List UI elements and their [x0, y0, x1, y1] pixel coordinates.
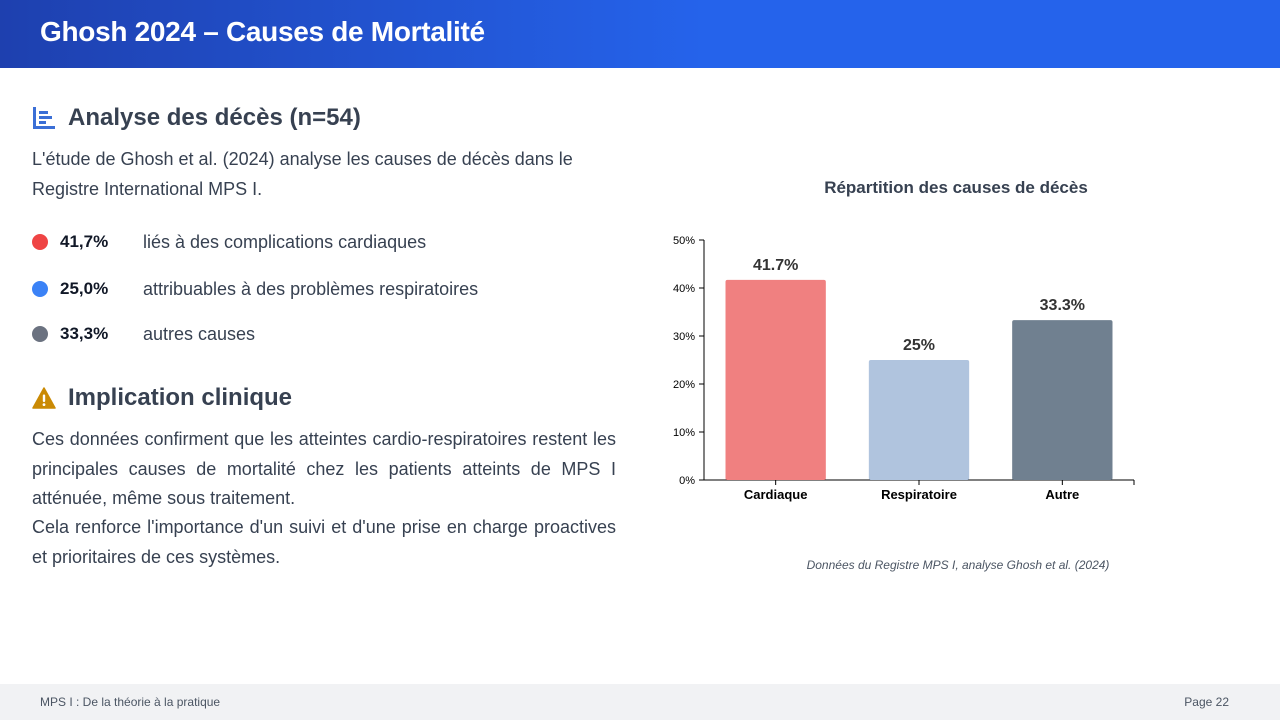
stat-label: liés à des complications cardiaques — [143, 231, 427, 252]
implication-paragraph: Cela renforce l'importance d'un suivi et… — [32, 517, 616, 567]
x-tick-label: Respiratoire — [881, 487, 957, 502]
x-tick-label: Autre — [1045, 487, 1079, 502]
bar-data-label: 33.3% — [1040, 297, 1085, 314]
y-tick-label: 0% — [679, 475, 695, 487]
footer-bar: MPS I : De la théorie à la pratique Page… — [0, 684, 1280, 720]
stat-item: 25,0% attribuables à des problèmes respi… — [32, 277, 478, 301]
stat-dot-blue — [32, 281, 48, 297]
implication-heading: Implication clinique — [32, 384, 292, 412]
implication-paragraph: Ces données confirment que les atteintes… — [32, 429, 616, 508]
y-tick-label: 30% — [673, 331, 695, 343]
stat-percent: 25,0% — [60, 279, 109, 298]
death-causes-bar-chart: 0% 10% 20% 30% 40% 50% 41.7% Cardiaque 25% Respir… — [673, 235, 1135, 502]
bar-cardiaque — [725, 279, 826, 480]
page-number: Page 22 — [1184, 695, 1229, 709]
analysis-intro: L'étude de Ghosh et al. (2024) analyse l… — [32, 149, 573, 199]
warning-icon — [32, 386, 56, 410]
bar-data-label: 41.7% — [753, 257, 798, 274]
stat-percent: 33,3% — [60, 324, 109, 343]
y-tick-label: 50% — [673, 235, 695, 247]
stat-label: autres causes — [143, 323, 256, 344]
chart-title: Répartition des causes de décès — [824, 178, 1088, 197]
stat-percent: 41,7% — [60, 232, 109, 251]
x-tick-label: Cardiaque — [744, 487, 808, 502]
y-tick-label: 10% — [673, 427, 695, 439]
stat-dot-red — [32, 234, 48, 250]
stat-label: attribuables à des problèmes respiratoir… — [143, 278, 479, 299]
chart-caption: Données du Registre MPS I, analyse Ghosh… — [806, 558, 1110, 572]
header-bar: Ghosh 2024 – Causes de Mortalité — [0, 0, 1280, 68]
analysis-heading: Analyse des décès (n=54) — [32, 104, 361, 132]
bar-chart-icon — [32, 106, 56, 130]
y-tick-label: 40% — [673, 283, 695, 295]
page-title: Ghosh 2024 – Causes de Mortalité — [40, 16, 485, 47]
analysis-title: Analyse des décès (n=54) — [68, 104, 361, 131]
bar-data-label: 25% — [903, 337, 935, 354]
implication-title: Implication clinique — [68, 384, 293, 411]
stat-dot-gray — [32, 326, 48, 342]
stat-item: 41,7% liés à des complications cardiaque… — [32, 230, 426, 254]
y-tick-label: 20% — [673, 379, 695, 391]
stat-item: 33,3% autres causes — [32, 322, 255, 346]
footer-presentation-title: MPS I : De la théorie à la pratique — [40, 695, 221, 709]
bar-respiratoire — [868, 360, 970, 480]
bar-autre — [1012, 320, 1113, 480]
